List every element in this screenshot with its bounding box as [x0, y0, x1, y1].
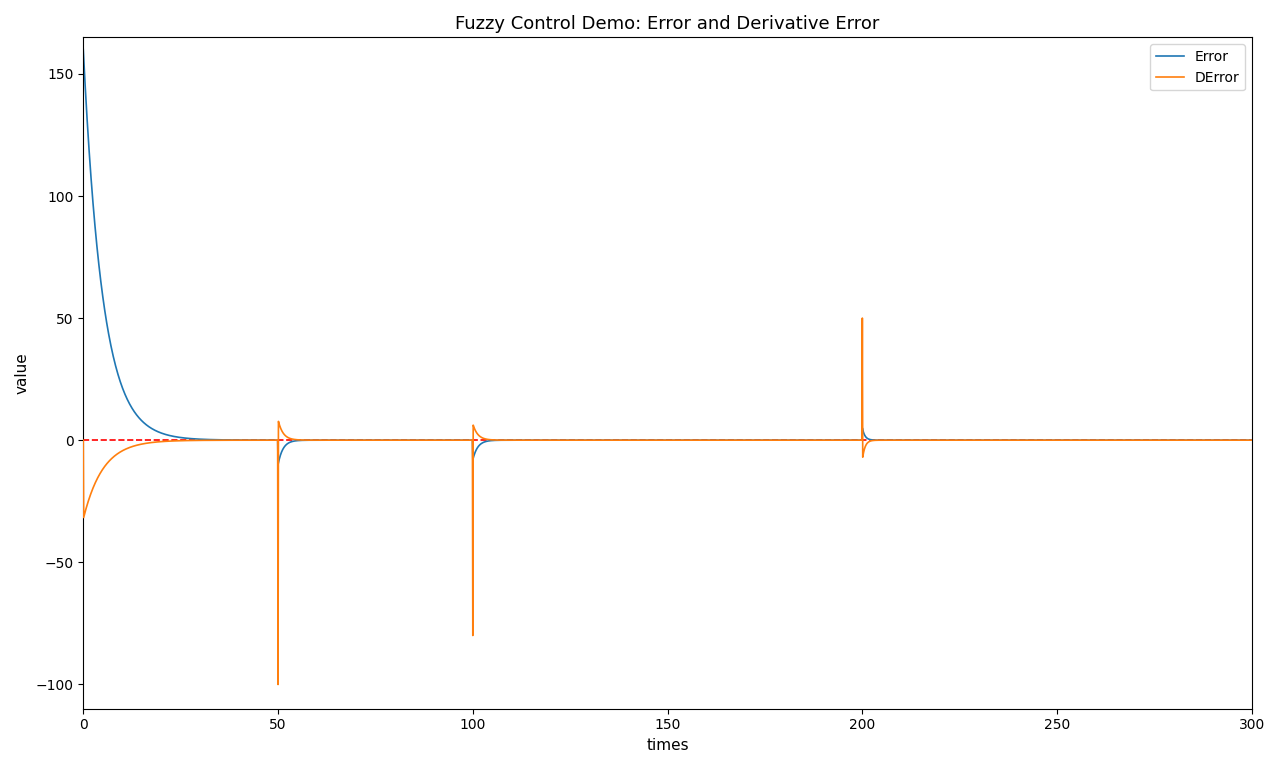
DError	[855, 313, 870, 323]
DError	[1244, 435, 1260, 445]
DError	[541, 435, 557, 445]
Title: Fuzzy Control Demo: Error and Derivative Error: Fuzzy Control Demo: Error and Derivative…	[456, 15, 879, 33]
Line: DError: DError	[83, 318, 1252, 684]
Error	[785, 435, 800, 445]
Line: Error: Error	[83, 50, 1252, 465]
Error	[541, 435, 557, 445]
DError	[270, 680, 285, 689]
DError	[637, 435, 653, 445]
Error	[463, 435, 479, 445]
Error	[308, 435, 324, 445]
DError	[1192, 435, 1207, 445]
Error	[270, 460, 285, 469]
DError	[76, 435, 91, 445]
Error	[1192, 435, 1207, 445]
DError	[308, 435, 324, 445]
Error	[637, 435, 653, 445]
Error	[76, 45, 91, 55]
Error	[1244, 435, 1260, 445]
DError	[463, 435, 479, 445]
Y-axis label: value: value	[15, 353, 29, 394]
X-axis label: times: times	[646, 738, 689, 753]
DError	[785, 435, 800, 445]
Legend: Error, DError: Error, DError	[1151, 45, 1245, 91]
